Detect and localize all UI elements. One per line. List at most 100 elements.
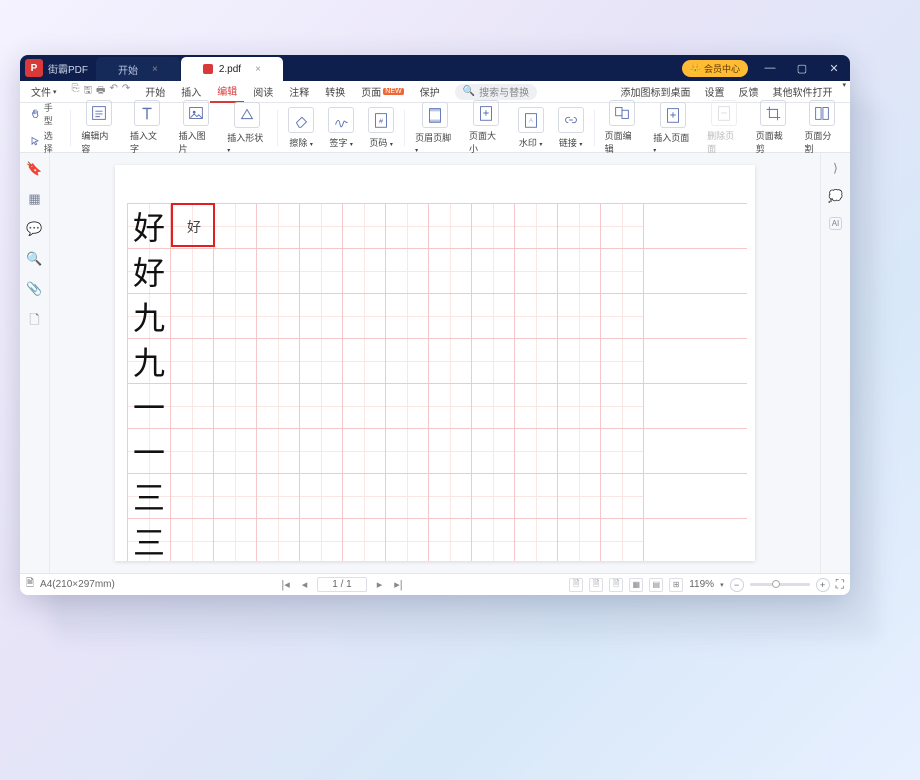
grid-cell[interactable]: [428, 339, 472, 383]
grid-cell[interactable]: [256, 204, 300, 248]
grid-cell[interactable]: [170, 294, 214, 338]
grid-cell[interactable]: [471, 249, 515, 293]
tool-header-footer[interactable]: 页眉页脚 ▾: [408, 100, 462, 156]
tab-document[interactable]: 2.pdf ×: [181, 57, 283, 81]
grid-cell[interactable]: [213, 249, 257, 293]
grid-cell[interactable]: [557, 519, 601, 561]
tool-erase[interactable]: 擦除 ▾: [281, 105, 321, 151]
grid-cell[interactable]: [299, 384, 343, 428]
view-mode-1[interactable]: 🗎: [569, 578, 583, 592]
grid-cell[interactable]: [256, 249, 300, 293]
grid-cell[interactable]: [514, 204, 558, 248]
collapse-icon[interactable]: ⟩: [833, 161, 838, 175]
document-canvas[interactable]: 好好九九一一三三好: [50, 153, 820, 573]
grid-cell[interactable]: [170, 339, 214, 383]
grid-cell[interactable]: [514, 339, 558, 383]
grid-cell[interactable]: 三: [127, 474, 171, 518]
search-side-icon[interactable]: 🔍: [26, 251, 42, 267]
grid-cell[interactable]: [471, 519, 515, 561]
grid-cell[interactable]: [170, 384, 214, 428]
tool-link[interactable]: 链接 ▾: [551, 105, 591, 151]
grid-cell[interactable]: [557, 474, 601, 518]
grid-cell[interactable]: [213, 294, 257, 338]
grid-cell[interactable]: [557, 204, 601, 248]
maximize-button[interactable]: ▢: [786, 55, 818, 81]
grid-cell[interactable]: [600, 474, 644, 518]
member-badge[interactable]: 👑 会员中心: [682, 60, 748, 77]
zoom-out-button[interactable]: −: [730, 578, 744, 592]
first-page-button[interactable]: |◂: [279, 578, 291, 591]
grid-cell[interactable]: [213, 204, 257, 248]
stamp-icon[interactable]: 🗋: [29, 311, 39, 333]
grid-cell[interactable]: [471, 339, 515, 383]
grid-cell[interactable]: [256, 474, 300, 518]
grid-cell[interactable]: [514, 294, 558, 338]
grid-cell[interactable]: 九: [127, 294, 171, 338]
select-tool[interactable]: 选择: [30, 129, 61, 155]
zoom-slider[interactable]: [750, 583, 810, 586]
tab-start[interactable]: 开始 ×: [96, 57, 180, 81]
grid-cell[interactable]: [514, 249, 558, 293]
tool-page-number[interactable]: #页码 ▾: [361, 105, 401, 151]
grid-cell[interactable]: [514, 519, 558, 561]
grid-cell[interactable]: [299, 519, 343, 561]
grid-cell[interactable]: [557, 339, 601, 383]
grid-cell[interactable]: 一: [127, 429, 171, 473]
view-mode-5[interactable]: ▤: [649, 578, 663, 592]
page-indicator[interactable]: 1 / 1: [317, 577, 366, 592]
grid-cell[interactable]: [213, 339, 257, 383]
tool-insert-image[interactable]: 插入图片: [172, 98, 221, 157]
grid-cell[interactable]: [471, 204, 515, 248]
tool-sign[interactable]: 签字 ▾: [321, 105, 361, 151]
close-button[interactable]: ✕: [818, 55, 850, 81]
grid-cell[interactable]: [256, 429, 300, 473]
tool-page-size[interactable]: 页面大小: [462, 98, 511, 157]
grid-cell[interactable]: [428, 429, 472, 473]
next-page-button[interactable]: ▸: [375, 578, 385, 591]
grid-cell[interactable]: [428, 249, 472, 293]
grid-cell[interactable]: [385, 384, 429, 428]
tool-edit-content[interactable]: 编辑内容: [74, 98, 123, 157]
grid-cell[interactable]: [471, 474, 515, 518]
grid-cell[interactable]: 一: [127, 384, 171, 428]
grid-cell[interactable]: [600, 249, 644, 293]
chat-icon[interactable]: 💭: [828, 189, 843, 203]
grid-cell[interactable]: [557, 294, 601, 338]
grid-cell[interactable]: [385, 519, 429, 561]
ai-icon[interactable]: AI: [829, 217, 843, 230]
grid-cell[interactable]: [600, 339, 644, 383]
tool-split[interactable]: 页面分割: [797, 98, 846, 157]
grid-cell[interactable]: [342, 519, 386, 561]
grid-cell[interactable]: [514, 474, 558, 518]
grid-cell[interactable]: [256, 519, 300, 561]
grid-cell[interactable]: 三: [127, 519, 171, 561]
grid-cell[interactable]: [213, 429, 257, 473]
grid-cell[interactable]: [600, 384, 644, 428]
grid-cell[interactable]: [299, 339, 343, 383]
grid-cell[interactable]: [299, 294, 343, 338]
grid-cell[interactable]: [385, 474, 429, 518]
grid-cell[interactable]: [428, 474, 472, 518]
grid-cell[interactable]: 九: [127, 339, 171, 383]
hand-tool[interactable]: 手型: [30, 101, 61, 127]
grid-cell[interactable]: [170, 249, 214, 293]
grid-cell[interactable]: [471, 429, 515, 473]
grid-cell[interactable]: [342, 339, 386, 383]
last-page-button[interactable]: ▸|: [392, 578, 404, 591]
tool-crop[interactable]: 页面裁剪: [749, 98, 798, 157]
bookmark-icon[interactable]: 🔖: [26, 161, 42, 177]
prev-page-button[interactable]: ◂: [300, 578, 310, 591]
grid-cell[interactable]: [299, 204, 343, 248]
grid-cell[interactable]: [600, 429, 644, 473]
grid-cell[interactable]: [256, 339, 300, 383]
grid-cell[interactable]: [385, 249, 429, 293]
grid-cell[interactable]: [299, 474, 343, 518]
minimize-button[interactable]: —: [754, 55, 786, 81]
view-mode-3[interactable]: 🗎: [609, 578, 623, 592]
grid-cell[interactable]: [256, 384, 300, 428]
grid-cell[interactable]: [428, 294, 472, 338]
thumbnails-icon[interactable]: ▦: [28, 191, 40, 207]
grid-cell[interactable]: [428, 384, 472, 428]
attachment-icon[interactable]: 📎: [26, 281, 42, 297]
close-icon[interactable]: ×: [255, 64, 261, 75]
